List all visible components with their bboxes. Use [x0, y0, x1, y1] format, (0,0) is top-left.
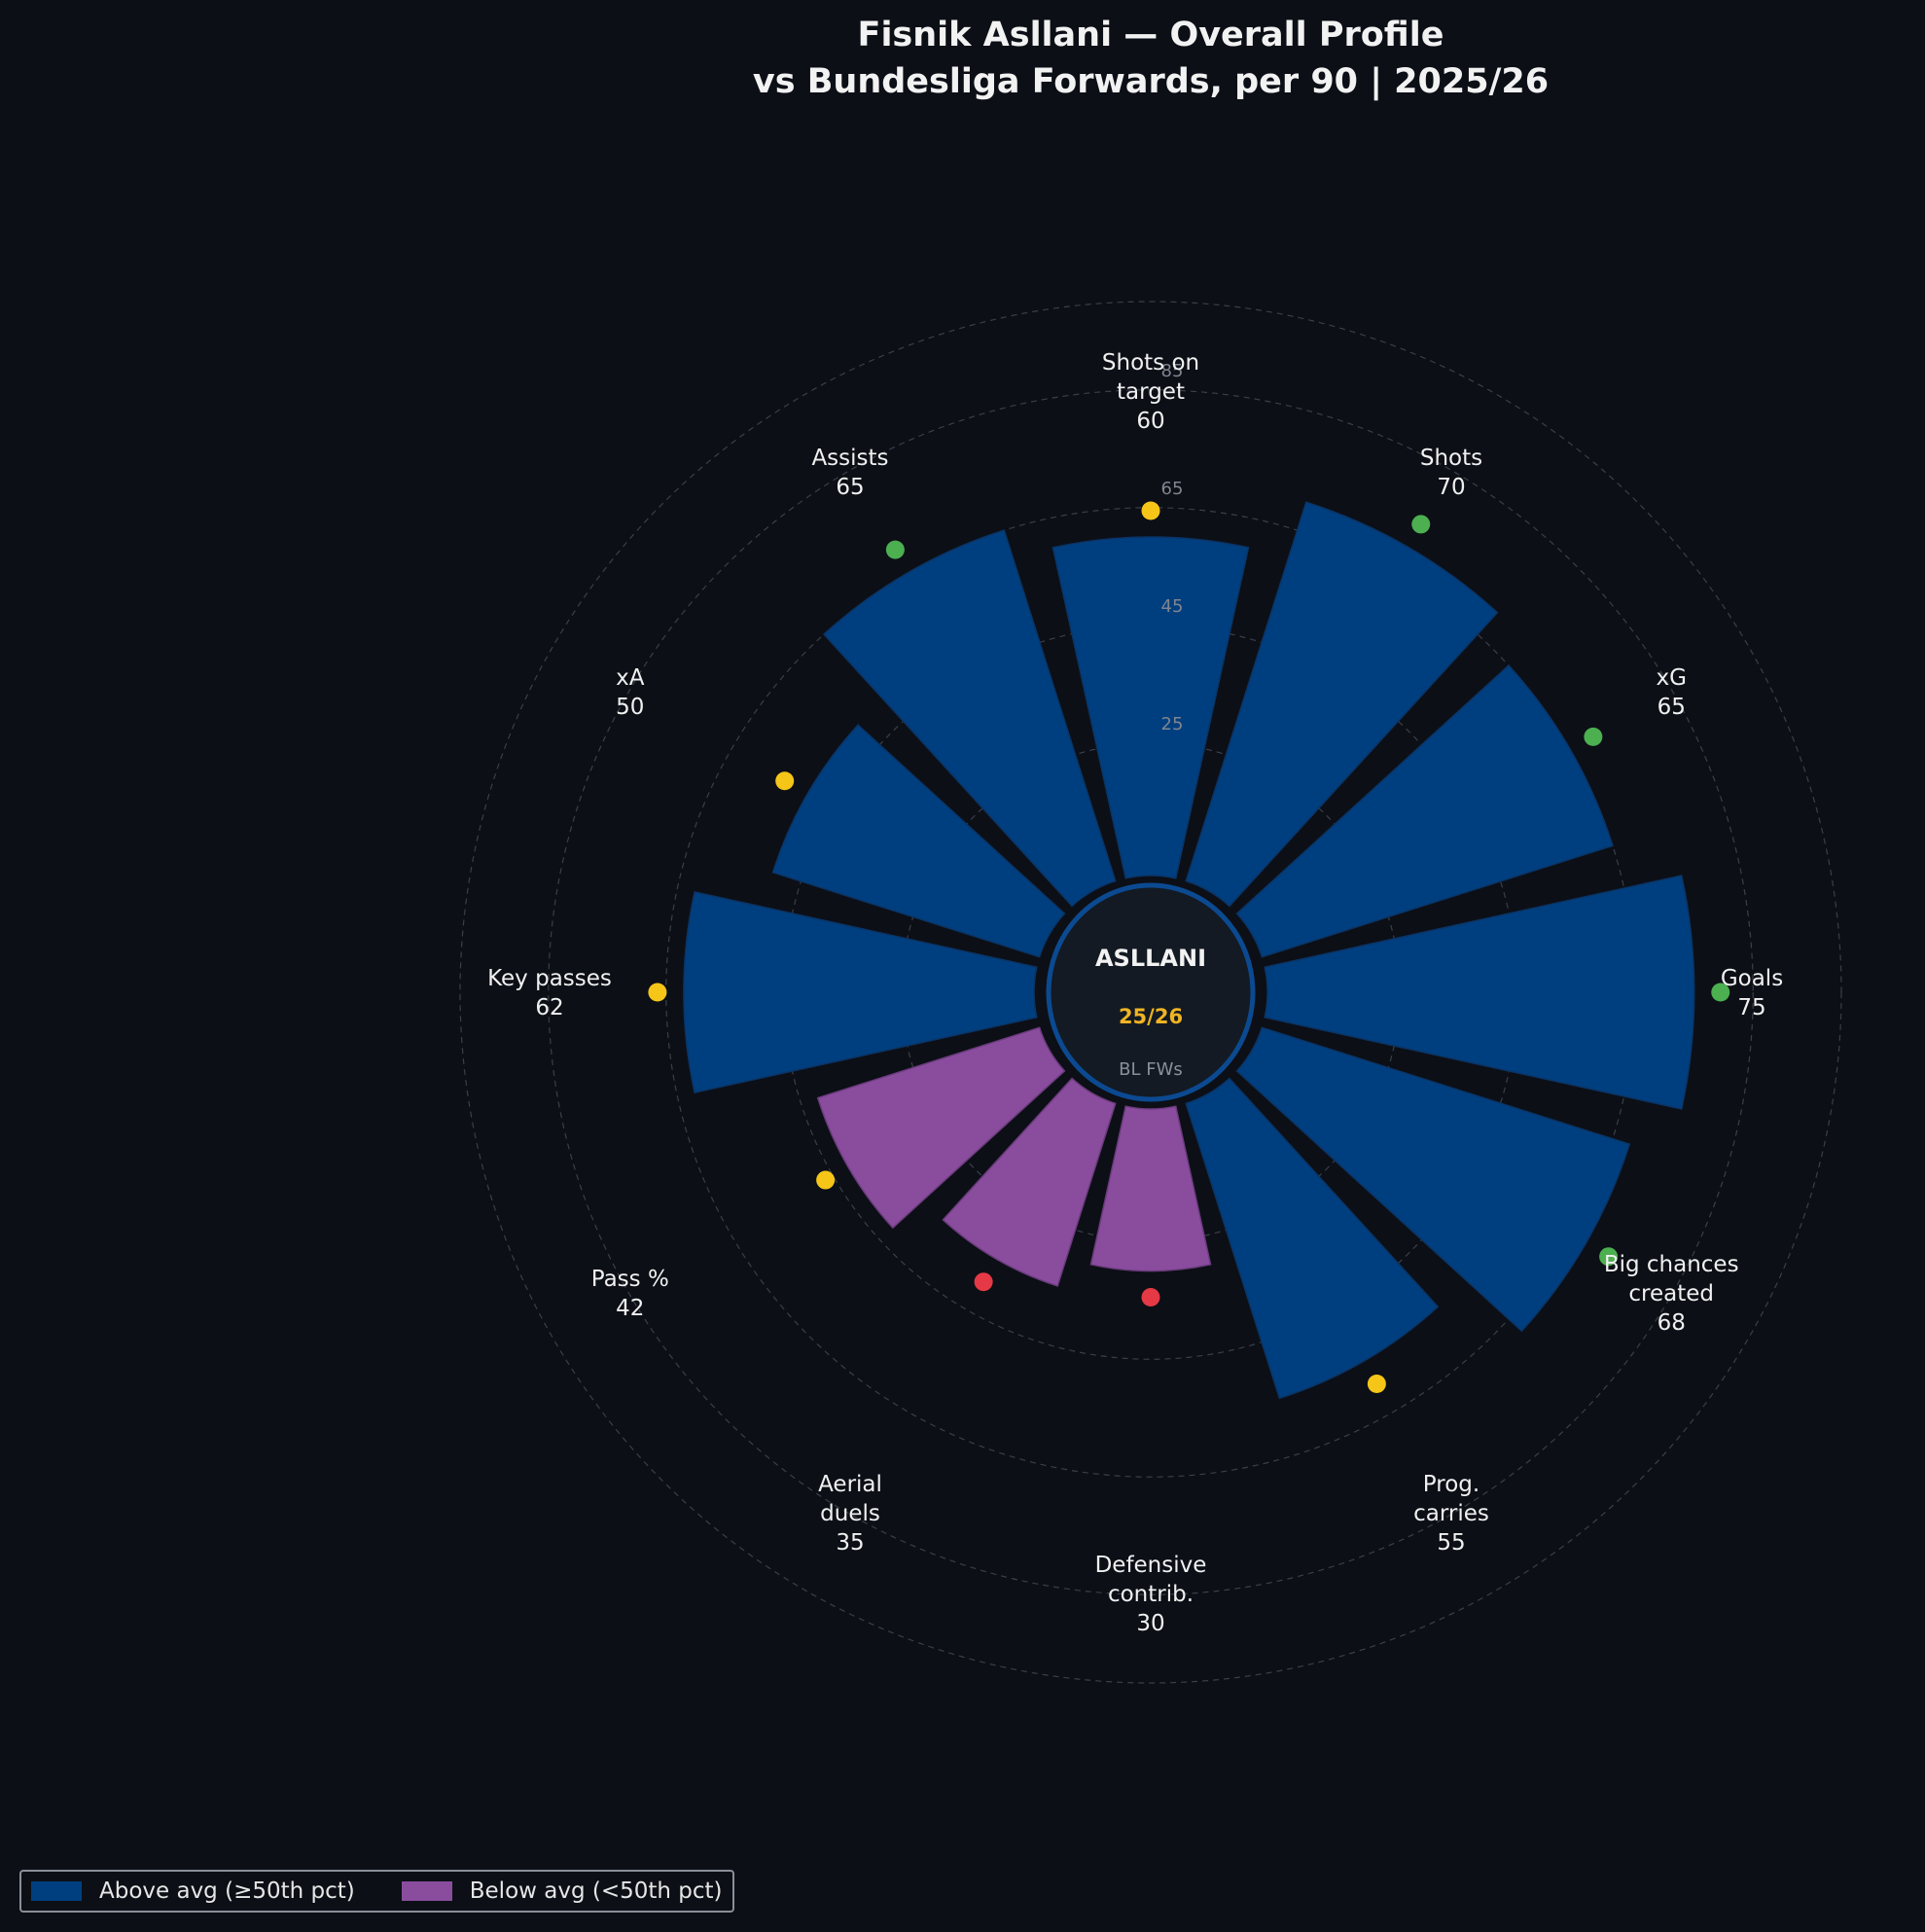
bar-defensive-contrib	[1089, 1105, 1212, 1272]
bar-goals	[1264, 875, 1695, 1110]
spoke-label-xg: xG 65	[1656, 665, 1686, 720]
chart-subtitle: vs Bundesliga Forwards, per 90 | 2025/26	[753, 62, 1549, 101]
legend-item-above: Above avg (≥50th pct)	[31, 1878, 355, 1904]
ring-tick-label: 85	[1161, 361, 1184, 381]
bar-xg	[1235, 663, 1614, 958]
center-group: BL FWs	[1119, 1059, 1183, 1080]
dot-key-passes	[648, 983, 667, 1002]
legend-label-below: Below avg (<50th pct)	[469, 1878, 723, 1904]
dot-pass	[816, 1170, 836, 1190]
center-badge: ASLLANI 25/26 BL FWs	[1046, 882, 1256, 1102]
center-season: 25/26	[1119, 1005, 1183, 1028]
spoke-label-assists: Assists 65	[811, 446, 888, 500]
bar-big-chances-created	[1235, 1026, 1631, 1333]
bars	[683, 501, 1695, 1400]
dot-shots	[1411, 515, 1431, 534]
bar-prog-carries	[1185, 1077, 1440, 1400]
spoke-label-shots: Shots 70	[1420, 446, 1482, 500]
spoke-label-xa: xA 50	[616, 665, 645, 720]
bar-shots	[1185, 501, 1499, 908]
spoke-label-pass: Pass % 42	[591, 1267, 669, 1321]
bar-assists	[822, 529, 1117, 908]
ring-tick-label: 65	[1161, 479, 1184, 499]
outer-ring	[459, 301, 1842, 1684]
legend: Above avg (≥50th pct) Below avg (<50th p…	[19, 1870, 734, 1913]
dot-xa	[775, 771, 795, 791]
spoke-label-prog-carries: Prog. carries 55	[1413, 1472, 1489, 1556]
ring-tick-label: 25	[1161, 714, 1184, 734]
dot-big-chances-created	[1599, 1247, 1619, 1267]
dot-defensive-contrib	[1141, 1288, 1160, 1306]
grid-ring-85	[548, 389, 1754, 1595]
bar-shots-on-target	[1052, 536, 1250, 879]
bar-xa	[771, 724, 1066, 958]
dot-goals	[1711, 983, 1730, 1002]
value-dots	[648, 501, 1730, 1393]
center-disc	[1046, 882, 1256, 1102]
bar-key-passes	[683, 891, 1038, 1093]
spoke-labels: Shots on target 60 Shots 70 xG 65 Goals 75 Big ch…	[487, 350, 1783, 1636]
chart-title: Fisnik Asllani — Overall Profile	[858, 16, 1444, 54]
bar-aerial-duels	[942, 1077, 1117, 1287]
legend-item-below: Below avg (<50th pct)	[401, 1878, 723, 1904]
bar-pass	[816, 1026, 1066, 1230]
ring-tick-label: 45	[1161, 596, 1184, 617]
spoke-label-shots-on-target: Shots on target 60	[1102, 350, 1199, 434]
dot-xg	[1584, 727, 1603, 746]
spoke-label-big-chances-created: Big chances created 68	[1604, 1252, 1739, 1336]
dot-prog-carries	[1367, 1374, 1386, 1393]
center-player-name: ASLLANI	[1095, 945, 1206, 972]
dot-shots-on-target	[1141, 501, 1160, 520]
ring-tick-labels: 25 45 65 85	[1161, 361, 1184, 734]
legend-swatch-below	[401, 1881, 452, 1901]
dot-assists	[885, 540, 905, 559]
spoke-label-key-passes: Key passes 62	[487, 966, 612, 1020]
legend-label-above: Above avg (≥50th pct)	[99, 1878, 355, 1904]
dot-aerial-duels	[974, 1272, 993, 1292]
spoke-label-defensive-contrib: Defensive contrib. 30	[1095, 1553, 1207, 1636]
spoke-label-goals: Goals 75	[1721, 966, 1783, 1020]
spoke-label-aerial-duels: Aerial duels 35	[818, 1472, 882, 1556]
legend-swatch-above	[31, 1881, 82, 1901]
